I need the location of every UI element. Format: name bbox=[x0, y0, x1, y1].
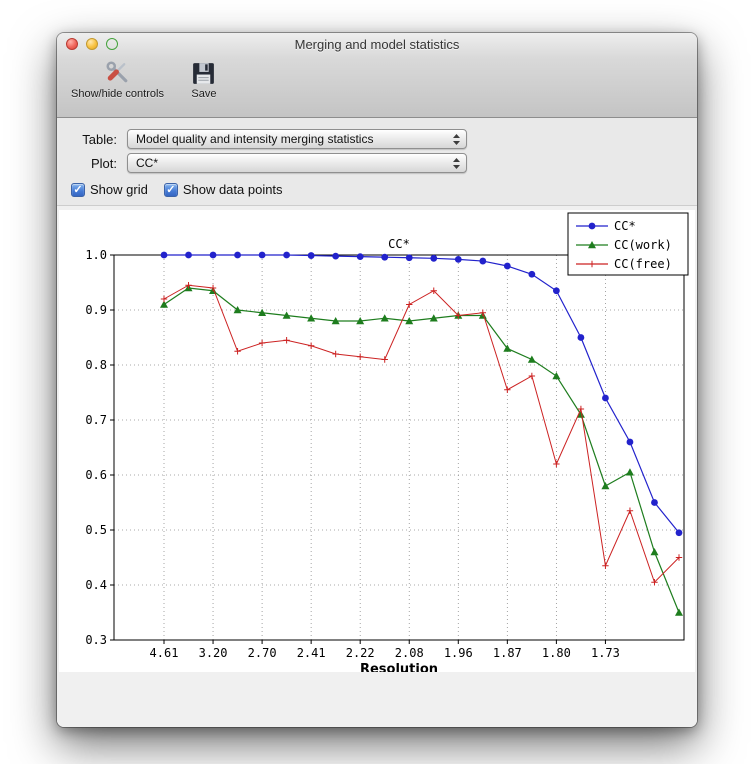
save-icon bbox=[193, 63, 215, 84]
svg-text:0.7: 0.7 bbox=[85, 413, 107, 427]
popup-arrows-icon bbox=[452, 157, 461, 170]
svg-text:2.41: 2.41 bbox=[297, 646, 326, 660]
popup-arrows-icon bbox=[452, 133, 461, 146]
save-button[interactable]: Save bbox=[184, 60, 224, 100]
plot-label: Plot: bbox=[90, 155, 117, 171]
checkbox-check-icon: ✓ bbox=[163, 182, 178, 197]
toolbar: Show/hide controls Save bbox=[57, 55, 697, 117]
tool-label: Show/hide controls bbox=[71, 88, 164, 100]
svg-text:Resolution: Resolution bbox=[360, 662, 438, 672]
svg-text:CC(work): CC(work) bbox=[614, 238, 672, 252]
zoom-button[interactable] bbox=[106, 38, 118, 50]
svg-text:2.08: 2.08 bbox=[395, 646, 424, 660]
svg-text:CC*: CC* bbox=[614, 219, 636, 233]
svg-text:0.8: 0.8 bbox=[85, 358, 107, 372]
plot-select-value: CC* bbox=[136, 156, 159, 170]
plot-area: 0.3 0.4 0.5 0.6 0.7 0.8 0.9 1.0 4.61 3.20 2.70 2.41… bbox=[57, 206, 697, 727]
table-label: Table: bbox=[82, 131, 117, 147]
svg-text:0.3: 0.3 bbox=[85, 633, 107, 647]
svg-text:2.22: 2.22 bbox=[346, 646, 375, 660]
svg-text:2.70: 2.70 bbox=[248, 646, 277, 660]
svg-text:1.80: 1.80 bbox=[542, 646, 571, 660]
table-select-value: Model quality and intensity merging stat… bbox=[136, 132, 374, 146]
table-select[interactable]: Model quality and intensity merging stat… bbox=[127, 129, 467, 149]
window-chrome: Merging and model statistics Show/hide c… bbox=[57, 33, 697, 118]
traffic-lights bbox=[66, 38, 118, 50]
svg-text:1.87: 1.87 bbox=[493, 646, 522, 660]
show-data-points-checkbox[interactable]: ✓ Show data points bbox=[163, 182, 283, 197]
window-title: Merging and model statistics bbox=[294, 36, 460, 52]
plot-row: Plot: CC* bbox=[71, 153, 683, 173]
app-window: Merging and model statistics Show/hide c… bbox=[57, 33, 697, 727]
svg-text:0.9: 0.9 bbox=[85, 303, 107, 317]
svg-text:3.20: 3.20 bbox=[199, 646, 228, 660]
checkbox-label: Show grid bbox=[90, 182, 148, 197]
svg-text:1.0: 1.0 bbox=[85, 248, 107, 262]
checkbox-check-icon: ✓ bbox=[71, 182, 85, 197]
svg-text:0.5: 0.5 bbox=[85, 523, 107, 537]
tools-icon bbox=[106, 61, 128, 83]
svg-text:1.96: 1.96 bbox=[444, 646, 473, 660]
svg-text:1.73: 1.73 bbox=[591, 646, 620, 660]
svg-text:0.6: 0.6 bbox=[85, 468, 107, 482]
show-hide-controls-button[interactable]: Show/hide controls bbox=[71, 60, 164, 100]
tool-label: Save bbox=[191, 88, 217, 100]
svg-text:0.4: 0.4 bbox=[85, 578, 107, 592]
controls-panel: Table: Model quality and intensity mergi… bbox=[57, 118, 697, 206]
table-row: Table: Model quality and intensity mergi… bbox=[71, 129, 683, 149]
show-grid-checkbox[interactable]: ✓ Show grid bbox=[71, 182, 148, 197]
plot-canvas: 0.3 0.4 0.5 0.6 0.7 0.8 0.9 1.0 4.61 3.20 2.70 2.41… bbox=[59, 210, 695, 672]
svg-text:CC*: CC* bbox=[388, 237, 410, 251]
svg-text:CC(free): CC(free) bbox=[614, 257, 672, 271]
minimize-button[interactable] bbox=[86, 38, 98, 50]
svg-text:4.61: 4.61 bbox=[150, 646, 179, 660]
checkbox-row: ✓ Show grid ✓ Show data points bbox=[71, 182, 683, 197]
close-button[interactable] bbox=[66, 38, 78, 50]
plot-select[interactable]: CC* bbox=[127, 153, 467, 173]
titlebar[interactable]: Merging and model statistics bbox=[57, 33, 697, 55]
checkbox-label: Show data points bbox=[182, 182, 283, 197]
